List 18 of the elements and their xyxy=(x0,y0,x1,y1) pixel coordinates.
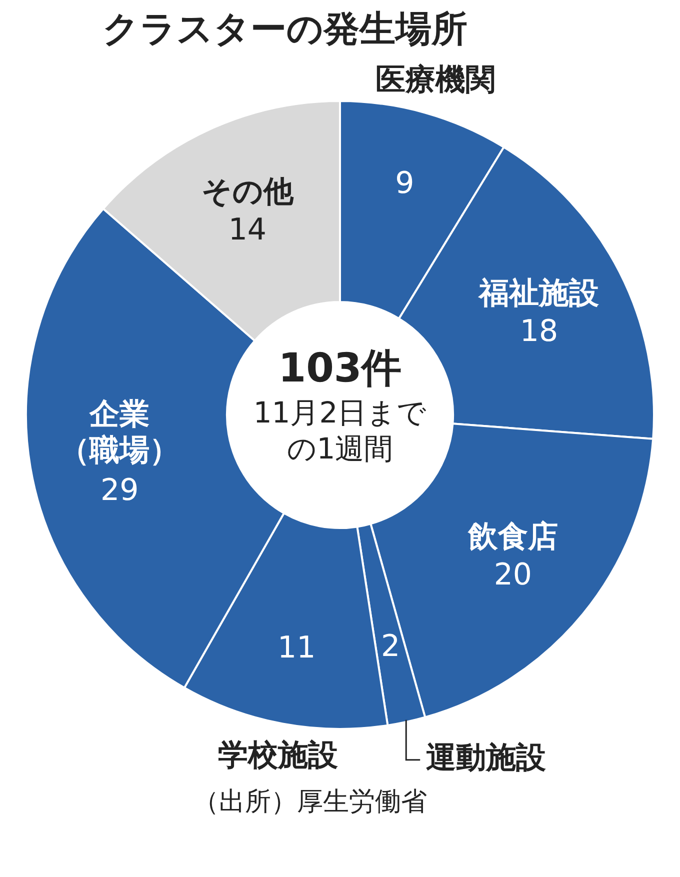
text: 103件 xyxy=(278,345,402,392)
slice-label: 企業（職場） xyxy=(60,397,180,468)
data-label: 9 xyxy=(395,166,414,202)
text: 11月2日までの1週間 xyxy=(253,396,427,466)
data-label: 11 xyxy=(278,630,316,666)
data-label: 14 xyxy=(228,212,267,248)
slice-label: 福祉施設 xyxy=(477,276,600,312)
slice-label: 飲食店 xyxy=(466,519,558,554)
data-label: 20 xyxy=(494,557,532,592)
data-label: 29 xyxy=(100,473,139,508)
chart-title: クラスターの発生場所 xyxy=(102,8,468,52)
slice-label: 運動施設 xyxy=(426,740,546,776)
text: （出所）厚生労働省 xyxy=(192,786,428,819)
slice-label: その他 xyxy=(201,174,294,210)
data-label: 18 xyxy=(520,314,558,350)
data-label: 2 xyxy=(380,628,400,664)
slice-label: 学校施設 xyxy=(218,738,338,774)
slice-label: 医療機関 xyxy=(375,62,496,98)
